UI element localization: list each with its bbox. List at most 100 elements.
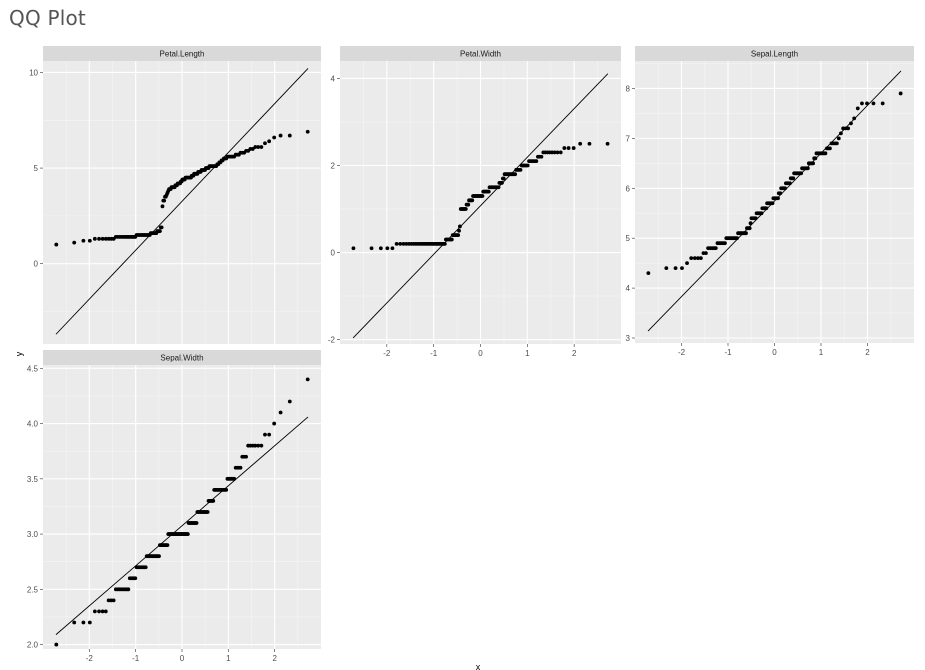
x-tick-label: 0 — [478, 349, 483, 358]
y-tick-label: 3 — [626, 334, 631, 343]
x-tick-label: -1 — [132, 654, 140, 663]
qq-point — [703, 251, 708, 256]
qq-point — [442, 241, 447, 246]
qq-point — [87, 620, 92, 625]
qq-point — [723, 241, 727, 246]
x-tick-label: 2 — [572, 349, 577, 358]
x-tick-label: 1 — [226, 654, 231, 663]
y-tick-label: 4 — [626, 284, 631, 293]
qq-point — [571, 146, 576, 150]
qq-point — [287, 399, 292, 404]
qq-point — [500, 181, 504, 185]
qq-point — [783, 186, 787, 191]
qq-point — [496, 185, 501, 190]
facet-strip-label: Sepal.Width — [160, 354, 203, 363]
x-tick-label: 1 — [819, 348, 824, 357]
qq-point — [791, 176, 796, 181]
y-tick-label: 3.5 — [27, 475, 39, 484]
qq-point — [100, 609, 105, 614]
qq-point — [834, 141, 839, 146]
y-tick-label: 0 — [331, 249, 336, 258]
y-tick-label: 4.5 — [27, 364, 39, 373]
facet-panel-sepal-width: Sepal.Width 2.0 2.5 3.0 3.5 4.0 4.5 -2 -1 0 1 2 — [27, 350, 321, 663]
qq-point — [278, 133, 283, 138]
qq-point — [369, 246, 374, 251]
qq-point — [81, 620, 86, 625]
y-tick-label: 2 — [331, 161, 336, 170]
qq-point — [871, 101, 876, 106]
qq-point — [539, 154, 544, 159]
qq-point — [72, 620, 77, 625]
qq-point — [305, 129, 310, 134]
qq-point — [587, 141, 592, 146]
facet-strip-label: Petal.Length — [160, 50, 205, 59]
qq-point — [578, 141, 583, 146]
y-tick-label: 3.0 — [27, 530, 39, 539]
qq-point — [162, 198, 167, 203]
qq-point — [646, 271, 651, 276]
qq-point — [713, 246, 718, 251]
qq-point — [673, 266, 678, 271]
y-tick-label: 2.5 — [27, 585, 39, 594]
qq-point — [126, 587, 131, 592]
qq-point — [259, 443, 264, 448]
qq-reference-line — [55, 68, 309, 335]
qq-point — [256, 443, 261, 448]
qq-point — [287, 133, 292, 138]
qq-point — [525, 163, 530, 168]
qq-point — [748, 221, 753, 226]
qq-reference-line — [55, 416, 309, 635]
qq-point — [518, 167, 523, 172]
qq-point — [513, 172, 518, 177]
y-tick-label: 8 — [626, 84, 631, 93]
qq-point — [305, 377, 310, 382]
qq-point — [778, 191, 783, 196]
qq-point — [855, 106, 860, 111]
x-tick-label: -2 — [678, 348, 686, 357]
x-tick-label: 1 — [525, 349, 530, 358]
qq-point — [263, 141, 267, 146]
qq-point — [470, 198, 475, 203]
qq-point — [898, 91, 903, 96]
qq-point — [390, 246, 395, 251]
qq-reference-line — [352, 73, 609, 339]
qq-point — [823, 151, 828, 156]
qq-point — [398, 241, 403, 246]
qq-point — [799, 171, 804, 176]
facet-strip — [43, 46, 321, 61]
qq-point — [111, 598, 116, 603]
qq-point — [267, 139, 272, 144]
x-axis-title: x — [476, 662, 481, 670]
y-tick-label: -2 — [328, 336, 336, 345]
qq-point — [486, 189, 491, 194]
qq-point — [272, 421, 277, 426]
qq-point — [385, 246, 390, 251]
qq-point — [87, 238, 92, 243]
y-tick-label: 10 — [29, 68, 38, 77]
qq-point — [253, 145, 258, 149]
qq-point — [534, 159, 539, 164]
qq-point — [54, 242, 59, 247]
facet-strip — [635, 46, 914, 61]
y-tick-label: 5 — [34, 164, 39, 173]
qq-point — [747, 226, 752, 231]
y-tick-label: 5 — [626, 234, 631, 243]
qq-point — [250, 147, 255, 151]
qq-point — [770, 201, 775, 206]
qq-point — [689, 256, 694, 261]
x-tick-label: 2 — [865, 348, 870, 357]
qq-point — [54, 642, 59, 647]
qq-point — [788, 181, 792, 186]
qq-point — [159, 225, 164, 230]
qq-point — [157, 554, 161, 559]
x-tick-label: -2 — [86, 654, 94, 663]
qq-point — [566, 146, 571, 150]
qq-point — [753, 216, 758, 221]
qq-point — [880, 101, 885, 106]
qq-point — [278, 410, 283, 415]
qq-point — [157, 229, 162, 234]
qq-point — [680, 266, 684, 271]
qq-point — [838, 131, 843, 136]
qq-point — [456, 233, 461, 238]
